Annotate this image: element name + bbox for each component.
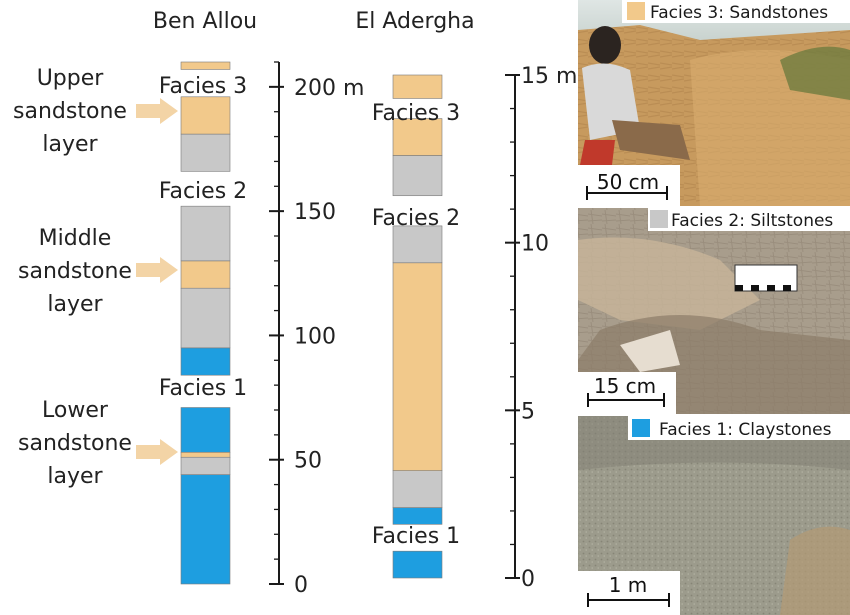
middle-sandstone-layer-label: Middle sandstone layer xyxy=(18,226,132,317)
el-adergha-column: El Adergha Facies 3 Facies 2 Facies 1 0 5… xyxy=(355,9,577,592)
ben-allou-segments xyxy=(180,61,231,585)
photo-label-claystones-text: Facies 1: Claystones xyxy=(659,420,832,440)
photo-siltstones xyxy=(578,208,850,414)
ben-allou-segment-claystone xyxy=(180,407,231,453)
tick-label: 150 xyxy=(294,200,336,225)
ben-allou-segment-sandstone xyxy=(180,260,231,289)
el-adergha-segment-siltstone xyxy=(392,225,443,264)
ben-allou-segment-siltstone xyxy=(180,205,231,262)
middle-label-line-1: Middle xyxy=(39,226,112,251)
tick-label: 50 xyxy=(294,449,322,474)
photo-labels: Facies 3: Sandstones Facies 2: Siltstone… xyxy=(578,0,850,615)
middle-label-line-3: layer xyxy=(47,292,103,317)
photo-label-sandstones-text: Facies 3: Sandstones xyxy=(650,3,828,23)
ben-allou-segment-sandstone xyxy=(180,61,231,70)
upper-label-line-2: sandstone xyxy=(13,99,127,124)
upper-layer-arrow-icon xyxy=(136,98,178,124)
lower-label-line-2: sandstone xyxy=(18,431,132,456)
upper-sandstone-layer-label: Upper sandstone layer xyxy=(13,66,127,157)
middle-label-line-2: sandstone xyxy=(18,259,132,284)
scale-card-icon xyxy=(734,264,798,292)
ben-allou-title: Ben Allou xyxy=(153,9,257,34)
tick-label: 0 xyxy=(294,573,308,598)
el-adergha-facies-2-label: Facies 2 xyxy=(372,206,460,231)
tick-label: 10 xyxy=(521,232,549,257)
el-adergha-segment-siltstone xyxy=(392,470,443,508)
lower-label-line-1: Lower xyxy=(42,398,109,423)
ben-allou-axis: 0 50 100 150 200 m xyxy=(269,61,364,598)
scale-bar-1m: 1 m xyxy=(578,571,680,615)
scale-bar-15cm-label: 15 cm xyxy=(594,374,656,398)
el-adergha-segment-sandstone xyxy=(392,262,443,471)
photo-label-claystones: Facies 1: Claystones xyxy=(628,416,850,440)
upper-label-line-1: Upper xyxy=(37,66,105,91)
ben-allou-segment-siltstone xyxy=(180,287,231,349)
tick-label: 0 xyxy=(521,567,535,592)
lower-sandstone-layer-label: Lower sandstone layer xyxy=(18,398,132,489)
scale-bar-1m-label: 1 m xyxy=(609,573,648,597)
ben-allou-segment-siltstone xyxy=(180,133,231,172)
middle-layer-arrow-icon xyxy=(136,257,178,283)
upper-label-line-3: layer xyxy=(42,132,98,157)
photo-label-siltstones-text: Facies 2: Siltstones xyxy=(671,211,833,231)
photo-label-sandstones: Facies 3: Sandstones xyxy=(622,0,850,23)
el-adergha-segment-sandstone xyxy=(392,74,443,99)
el-adergha-segment-claystone xyxy=(392,507,443,525)
el-adergha-segments xyxy=(392,74,443,579)
tick-label: 5 xyxy=(521,399,535,424)
ben-allou-segment-claystone xyxy=(180,474,231,585)
tick-label: 15 m xyxy=(521,64,577,89)
ben-allou-facies-3-label: Facies 3 xyxy=(159,74,247,99)
scale-bar-50cm-label: 50 cm xyxy=(597,170,659,194)
el-adergha-segment-claystone xyxy=(392,550,443,579)
vegetation xyxy=(780,46,850,100)
photo-label-siltstones: Facies 2: Siltstones xyxy=(648,208,850,231)
el-adergha-facies-3-label: Facies 3 xyxy=(372,101,460,126)
siltstone-swatch xyxy=(650,210,668,228)
photo-panels: Facies 3: Sandstones Facies 2: Siltstone… xyxy=(578,0,850,615)
ben-allou-column: Ben Allou Facies 3 Facies 2 Facies 1 Upp… xyxy=(13,9,364,598)
el-adergha-facies-1-label: Facies 1 xyxy=(372,524,460,549)
ben-allou-facies-1-label: Facies 1 xyxy=(159,376,247,401)
el-adergha-title: El Adergha xyxy=(355,9,474,34)
lower-layer-arrow-icon xyxy=(136,439,178,465)
ben-allou-facies-2-label: Facies 2 xyxy=(159,179,247,204)
lower-label-line-3: layer xyxy=(47,464,103,489)
ben-allou-segment-claystone xyxy=(180,347,231,376)
sandstone-swatch xyxy=(627,2,645,20)
el-adergha-axis: 0 5 10 15 m xyxy=(505,64,577,592)
el-adergha-segment-sandstone xyxy=(392,118,443,156)
ben-allou-segment-sandstone xyxy=(180,451,231,458)
scale-bar-15cm: 15 cm xyxy=(578,372,676,414)
tick-label: 100 xyxy=(294,324,336,349)
tick-label: 200 m xyxy=(294,76,364,101)
el-adergha-segment-siltstone xyxy=(392,155,443,197)
scale-bar-50cm: 50 cm xyxy=(578,165,680,206)
person-figure xyxy=(580,26,690,165)
ben-allou-segment-siltstone xyxy=(180,456,231,475)
ben-allou-segment-sandstone xyxy=(180,96,231,135)
claystone-swatch xyxy=(632,419,650,437)
